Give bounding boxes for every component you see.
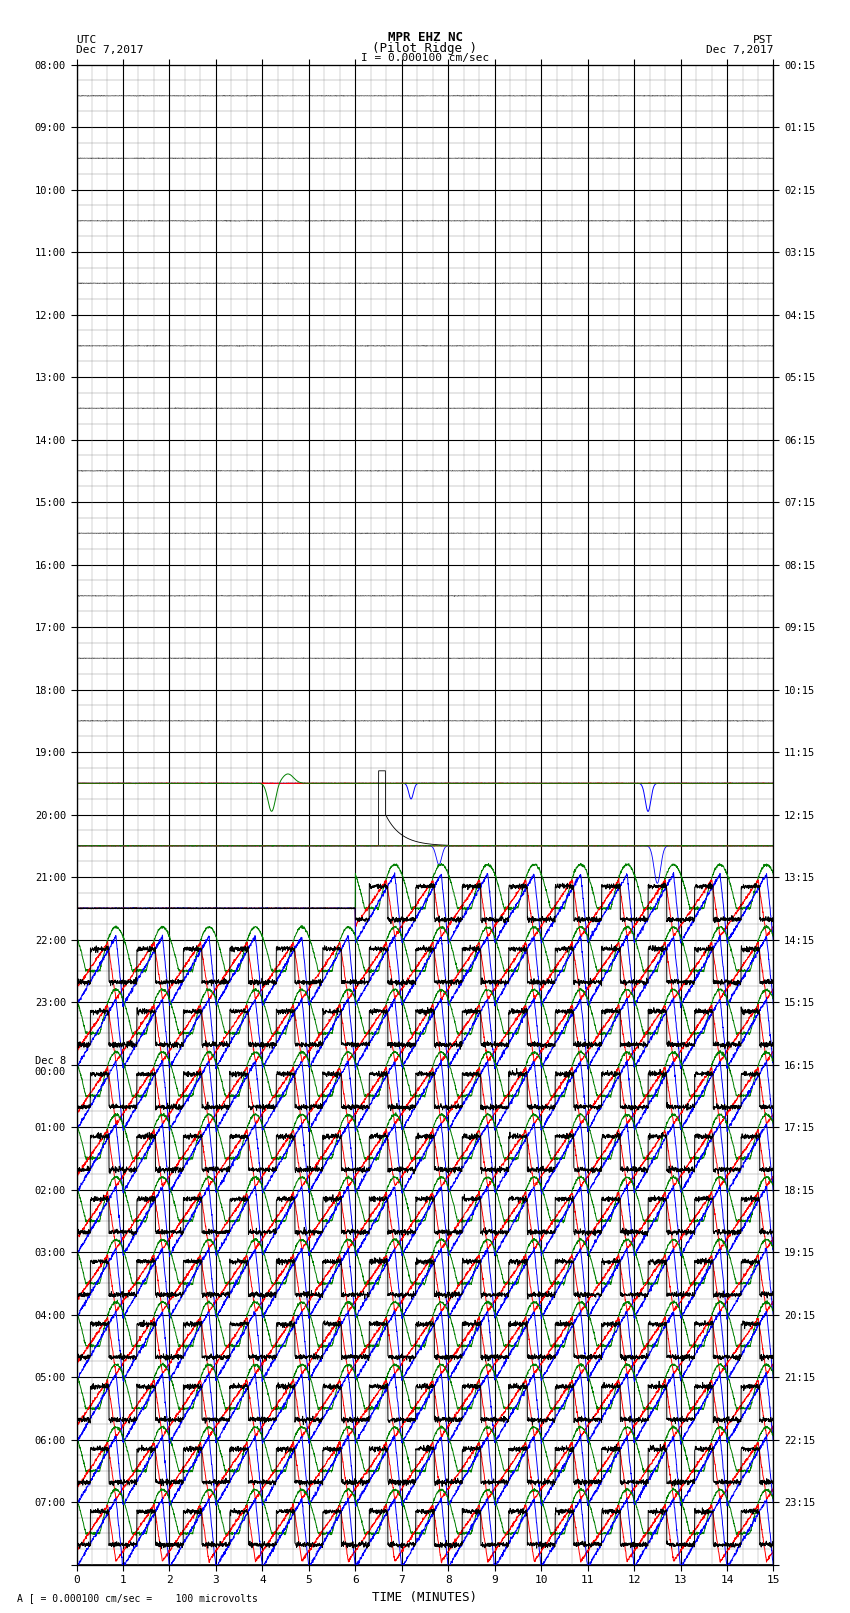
Text: Dec 7,2017: Dec 7,2017	[706, 45, 774, 55]
Text: UTC: UTC	[76, 35, 97, 45]
Text: Dec 7,2017: Dec 7,2017	[76, 45, 144, 55]
X-axis label: TIME (MINUTES): TIME (MINUTES)	[372, 1590, 478, 1603]
Text: (Pilot Ridge ): (Pilot Ridge )	[372, 42, 478, 55]
Text: I = 0.000100 cm/sec: I = 0.000100 cm/sec	[361, 53, 489, 63]
Text: A [ = 0.000100 cm/sec =    100 microvolts: A [ = 0.000100 cm/sec = 100 microvolts	[17, 1594, 258, 1603]
Text: MPR EHZ NC: MPR EHZ NC	[388, 31, 462, 44]
Text: PST: PST	[753, 35, 774, 45]
